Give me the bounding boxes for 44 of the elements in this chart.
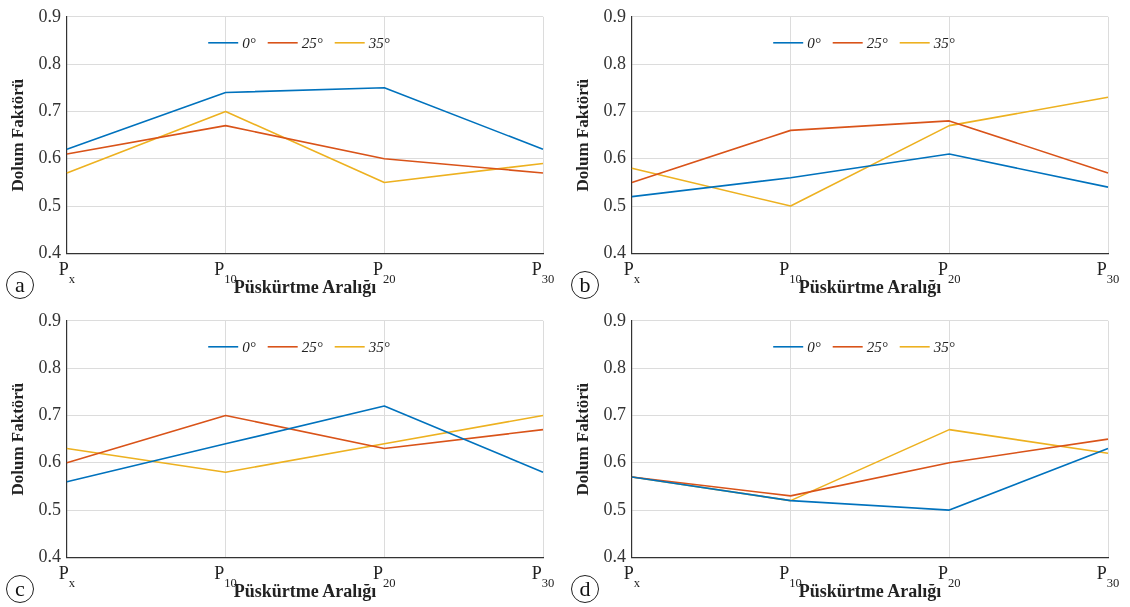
y-tick-label: 0.4 (603, 546, 626, 567)
text: a (6, 271, 34, 299)
y-axis-title: Dolum Faktörü (572, 382, 592, 496)
text: b (571, 271, 599, 299)
text: d (571, 575, 599, 603)
y-tick-label: 0.4 (38, 242, 61, 263)
legend-label: 0° (242, 338, 256, 355)
y-tick-label: 0.8 (603, 356, 626, 377)
y-tick-label: 0.4 (603, 242, 626, 263)
y-tick-label: 0.6 (38, 451, 61, 472)
y-tick-label: 0.4 (38, 546, 61, 567)
y-tick-label: 0.6 (38, 147, 61, 168)
y-tick-label: 0.8 (38, 356, 61, 377)
y-tick-label: 0.9 (603, 5, 626, 26)
y-tick-label: 0.8 (38, 52, 61, 73)
legend-label: 35° (932, 338, 955, 355)
legend-label: 25° (866, 338, 888, 355)
legend-label: 0° (807, 34, 821, 51)
y-tick-label: 0.5 (38, 498, 61, 519)
y-tick-label: 0.5 (603, 194, 626, 215)
y-axis-title: Dolum Faktörü (572, 78, 592, 192)
y-axis-title: Dolum Faktörü (7, 382, 27, 496)
y-tick-label: 0.9 (38, 309, 61, 330)
legend-label: 25° (301, 34, 323, 51)
y-tick-label: 0.7 (603, 404, 626, 425)
legend-label: 25° (866, 34, 888, 51)
legend-label: 35° (367, 338, 390, 355)
y-tick-label: 0.6 (603, 147, 626, 168)
legend-label: 0° (807, 338, 821, 355)
y-tick-label: 0.5 (603, 498, 626, 519)
legend-label: 35° (367, 34, 390, 51)
y-tick-label: 0.9 (603, 309, 626, 330)
legend-label: 0° (242, 34, 256, 51)
legend-label: 35° (932, 34, 955, 51)
y-tick-label: 0.7 (38, 404, 61, 425)
y-tick-label: 0.5 (38, 194, 61, 215)
y-tick-label: 0.7 (38, 100, 61, 121)
legend-label: 25° (301, 338, 323, 355)
y-tick-label: 0.9 (38, 5, 61, 26)
y-tick-label: 0.7 (603, 100, 626, 121)
y-axis-title: Dolum Faktörü (7, 78, 27, 192)
y-tick-label: 0.6 (603, 451, 626, 472)
text: c (6, 575, 34, 603)
y-tick-label: 0.8 (603, 52, 626, 73)
